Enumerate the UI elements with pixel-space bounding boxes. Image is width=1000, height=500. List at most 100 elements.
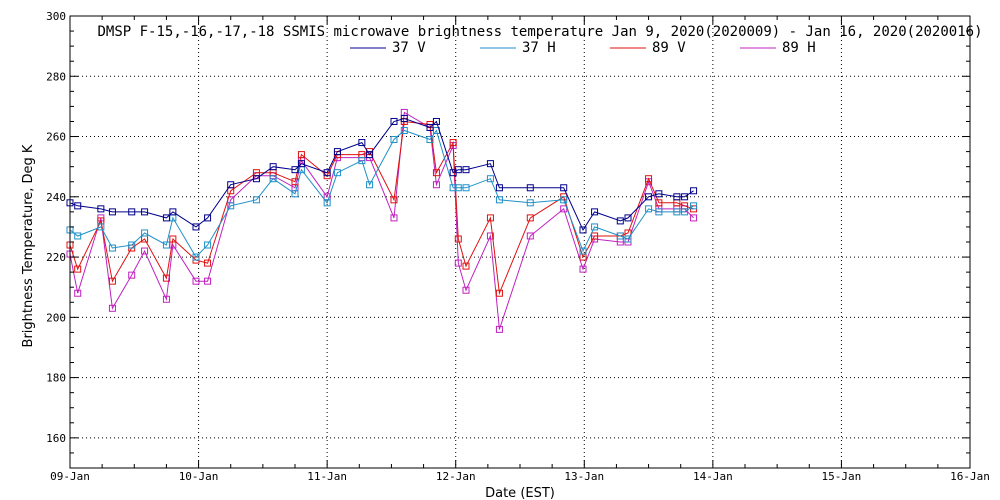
series-37h [66, 127, 698, 261]
data-point-37h [616, 232, 624, 240]
data-point-89h [74, 289, 82, 297]
y-tick-label: 240 [46, 191, 66, 204]
data-point-37h [486, 175, 494, 183]
data-point-37h [673, 208, 681, 216]
data-point-89h [141, 247, 149, 255]
y-tick-label: 280 [46, 70, 66, 83]
data-point-89v [462, 262, 470, 270]
data-point-37v [486, 160, 494, 168]
x-tick-label: 12-Jan [436, 470, 476, 483]
data-point-89h [690, 214, 698, 222]
data-point-89v [449, 139, 457, 147]
x-axis-label: Date (EST) [485, 486, 555, 500]
data-point-37h [526, 199, 534, 207]
series-89h [66, 108, 698, 333]
data-point-89v [390, 196, 398, 204]
data-point-37v [655, 190, 663, 198]
data-point-89h [108, 304, 116, 312]
data-point-89h [204, 277, 212, 285]
y-axis-label: Brightness Temperature, Deg K [21, 144, 36, 347]
data-point-37h [495, 196, 503, 204]
data-point-37h [579, 247, 587, 255]
y-tick-label: 180 [46, 372, 66, 385]
y-tick-label: 220 [46, 251, 66, 264]
legend-label-37h: 37 H [522, 40, 556, 56]
data-point-37h [108, 244, 116, 252]
data-point-37v [591, 208, 599, 216]
data-point-37h [333, 169, 341, 177]
data-point-37v [579, 226, 587, 234]
x-tick-label: 09-Jan [50, 470, 90, 483]
data-point-37h [291, 190, 299, 198]
data-point-89v [495, 289, 503, 297]
data-point-37v [426, 123, 434, 131]
chart-title: DMSP F-15,-16,-17,-18 SSMIS microwave br… [97, 24, 982, 40]
data-point-37h [591, 223, 599, 231]
chart-axes: 160 180 200 220 240 260 280 300 09-Jan 10-Jan 11-J… [46, 10, 990, 483]
data-point-89v [526, 214, 534, 222]
data-point-37v [462, 166, 470, 174]
data-point-37v [108, 208, 116, 216]
data-point-37h [192, 253, 200, 261]
data-point-89h [526, 232, 534, 240]
data-point-37v [333, 148, 341, 156]
data-point-37h [74, 232, 82, 240]
series-89v [66, 117, 698, 297]
data-point-37h [449, 184, 457, 192]
data-point-89v [591, 232, 599, 240]
data-point-37h [400, 127, 408, 135]
data-point-37v [454, 166, 462, 174]
y-tick-label: 260 [46, 131, 66, 144]
x-tick-label: 15-Jan [822, 470, 862, 483]
series-line-37v [69, 117, 694, 231]
data-point-37v [74, 202, 82, 210]
data-point-37h [358, 157, 366, 165]
data-point-37v [495, 184, 503, 192]
data-point-37v [432, 117, 440, 125]
data-point-37v [366, 151, 374, 159]
data-point-37v [162, 214, 170, 222]
data-point-37v [681, 193, 689, 201]
data-point-37v [192, 223, 200, 231]
y-tick-label: 200 [46, 311, 66, 324]
data-point-89v [74, 265, 82, 273]
data-point-37v [128, 208, 136, 216]
series-line-37h [69, 129, 694, 258]
data-point-37v [323, 169, 331, 177]
data-point-37v [97, 205, 105, 213]
data-point-89v [297, 151, 305, 159]
data-point-37h [454, 184, 462, 192]
data-point-37h [227, 202, 235, 210]
data-point-37h [204, 241, 212, 249]
data-point-37h [462, 184, 470, 192]
data-point-37h [560, 196, 568, 204]
data-point-37v [526, 184, 534, 192]
data-point-89v [454, 235, 462, 243]
chart-legend: 37 V 37 H 89 V 89 H [350, 40, 816, 56]
data-point-37v [291, 166, 299, 174]
chart-series [66, 108, 698, 333]
data-point-89v [108, 277, 116, 285]
data-point-89h [128, 271, 136, 279]
data-point-37v [560, 184, 568, 192]
series-37v [66, 114, 698, 234]
data-point-37v [227, 181, 235, 189]
data-point-89h [432, 181, 440, 189]
data-point-89v [204, 259, 212, 267]
data-point-37h [645, 205, 653, 213]
data-point-89h [162, 295, 170, 303]
data-point-37v [252, 175, 260, 183]
data-point-37h [690, 202, 698, 210]
data-point-37h [366, 181, 374, 189]
data-point-37v [400, 114, 408, 122]
x-tick-label: 13-Jan [564, 470, 604, 483]
y-tick-label: 300 [46, 10, 66, 23]
data-point-37v [141, 208, 149, 216]
data-point-89h [192, 277, 200, 285]
data-point-37h [323, 199, 331, 207]
data-point-37v [624, 214, 632, 222]
data-point-37h [390, 136, 398, 144]
data-point-37h [252, 196, 260, 204]
series-line-89v [69, 120, 694, 296]
